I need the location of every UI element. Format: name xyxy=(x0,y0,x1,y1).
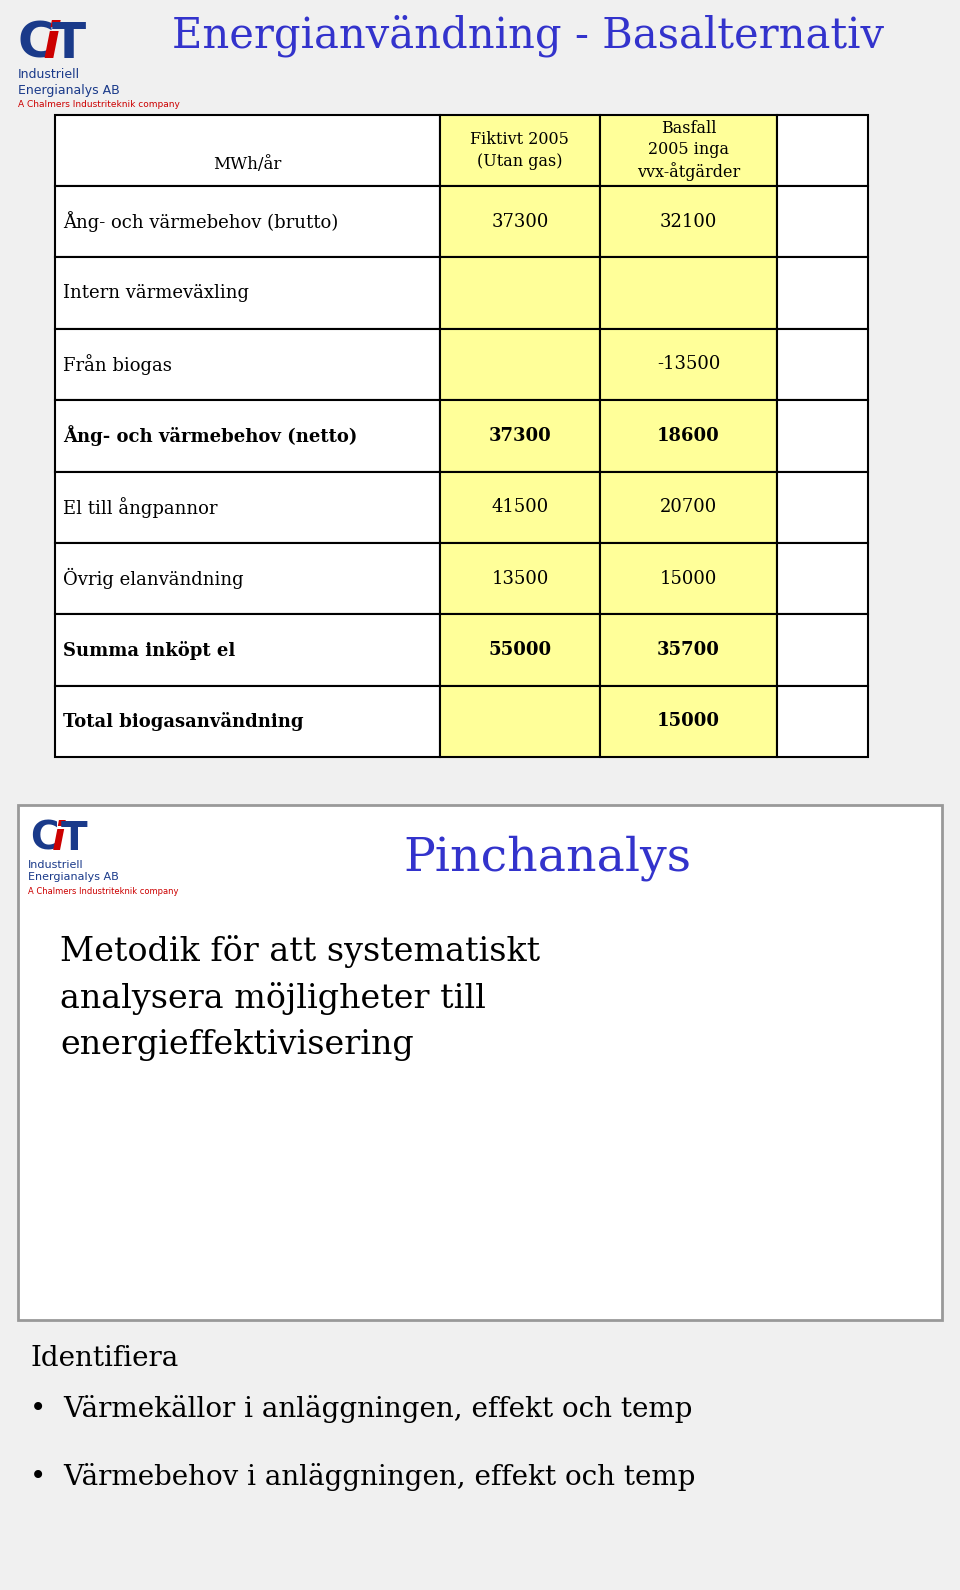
Bar xyxy=(440,614,600,685)
Bar xyxy=(18,805,942,1320)
Text: 35700: 35700 xyxy=(658,641,720,660)
Bar xyxy=(778,472,868,542)
Text: Basfall
2005 inga
vvx-åtgärder: Basfall 2005 inga vvx-åtgärder xyxy=(637,119,740,181)
Bar xyxy=(440,258,600,329)
Bar xyxy=(600,258,778,329)
Bar xyxy=(778,114,868,186)
Text: Övrig elanvändning: Övrig elanvändning xyxy=(63,568,244,590)
Bar xyxy=(778,542,868,614)
Text: A Chalmers Industriteknik company: A Chalmers Industriteknik company xyxy=(28,887,179,897)
Bar xyxy=(55,542,440,614)
Bar xyxy=(55,685,440,757)
Text: Identifiera: Identifiera xyxy=(30,1345,179,1372)
Text: Pinchanalys: Pinchanalys xyxy=(403,835,691,881)
Bar xyxy=(778,186,868,258)
Text: Summa inköpt el: Summa inköpt el xyxy=(63,641,235,660)
Text: 55000: 55000 xyxy=(489,641,551,660)
Text: 20700: 20700 xyxy=(660,498,717,517)
Text: -13500: -13500 xyxy=(657,356,720,374)
Text: Industriell
Energianalys AB: Industriell Energianalys AB xyxy=(28,860,119,882)
Bar xyxy=(778,329,868,401)
Text: MWh/år: MWh/år xyxy=(213,156,281,173)
Text: T: T xyxy=(52,21,86,68)
Bar xyxy=(778,614,868,685)
Bar xyxy=(55,472,440,542)
Text: 15000: 15000 xyxy=(660,569,717,588)
Text: 32100: 32100 xyxy=(660,213,717,231)
Text: i: i xyxy=(52,820,65,859)
Bar xyxy=(600,401,778,472)
Text: 37300: 37300 xyxy=(492,213,548,231)
Text: 15000: 15000 xyxy=(657,712,720,730)
Text: Total biogasanvändning: Total biogasanvändning xyxy=(63,712,303,731)
Text: Från biogas: Från biogas xyxy=(63,355,172,375)
Text: Energianvändning - Basalternativ: Energianvändning - Basalternativ xyxy=(172,14,884,57)
Text: •  Värmekällor i anläggningen, effekt och temp: • Värmekällor i anläggningen, effekt och… xyxy=(30,1394,692,1423)
Text: •  Värmebehov i anläggningen, effekt och temp: • Värmebehov i anläggningen, effekt och … xyxy=(30,1463,695,1491)
Text: C: C xyxy=(18,21,55,68)
Text: T: T xyxy=(61,820,87,859)
Bar xyxy=(600,614,778,685)
Bar xyxy=(440,114,600,186)
Bar xyxy=(778,685,868,757)
Bar xyxy=(600,542,778,614)
Text: 13500: 13500 xyxy=(492,569,548,588)
Bar xyxy=(55,401,440,472)
Bar xyxy=(440,542,600,614)
Bar xyxy=(440,329,600,401)
Text: Ång- och värmebehov (netto): Ång- och värmebehov (netto) xyxy=(63,426,357,447)
Text: 18600: 18600 xyxy=(658,426,720,445)
Bar xyxy=(440,401,600,472)
Bar xyxy=(440,685,600,757)
Bar xyxy=(778,258,868,329)
Text: Ång- och värmebehov (brutto): Ång- och värmebehov (brutto) xyxy=(63,211,338,232)
Bar xyxy=(600,329,778,401)
Bar xyxy=(440,472,600,542)
Bar xyxy=(440,186,600,258)
Bar xyxy=(600,186,778,258)
Bar xyxy=(600,114,778,186)
Bar xyxy=(55,186,440,258)
Bar xyxy=(600,685,778,757)
Text: El till ångpannor: El till ångpannor xyxy=(63,496,218,518)
Text: Intern värmeväxling: Intern värmeväxling xyxy=(63,285,249,302)
Text: 41500: 41500 xyxy=(492,498,548,517)
Bar xyxy=(55,114,440,186)
Bar xyxy=(55,258,440,329)
Text: Fiktivt 2005
(Utan gas): Fiktivt 2005 (Utan gas) xyxy=(470,130,569,170)
Text: i: i xyxy=(42,21,60,68)
Text: Industriell
Energianalys AB: Industriell Energianalys AB xyxy=(18,68,120,97)
Text: 37300: 37300 xyxy=(489,426,551,445)
Bar xyxy=(55,329,440,401)
Bar xyxy=(600,472,778,542)
Text: C: C xyxy=(30,820,59,859)
Bar xyxy=(55,614,440,685)
Text: A Chalmers Industriteknik company: A Chalmers Industriteknik company xyxy=(18,100,180,108)
Bar xyxy=(778,401,868,472)
Text: Metodik för att systematiskt
analysera möjligheter till
energieffektivisering: Metodik för att systematiskt analysera m… xyxy=(60,935,540,1061)
